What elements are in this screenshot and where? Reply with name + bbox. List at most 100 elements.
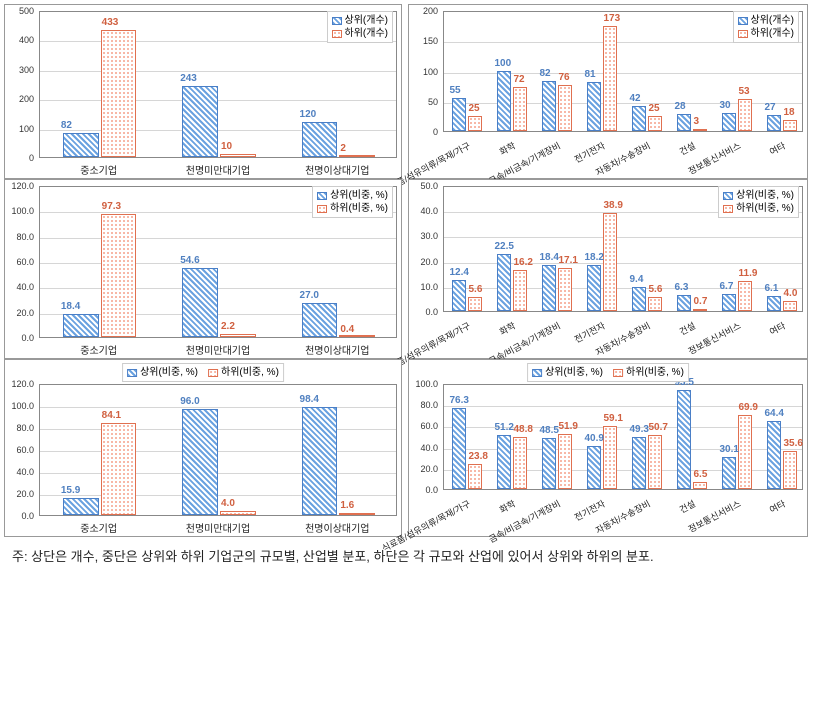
bar-upper <box>302 303 338 337</box>
bar-upper <box>632 287 646 311</box>
bar-upper <box>767 115 781 131</box>
legend: 상위(개수)하위(개수) <box>733 11 799 43</box>
bar-lower <box>220 511 256 515</box>
bar-upper <box>63 133 99 157</box>
legend: 상위(비중, %)하위(비중, %) <box>527 363 689 382</box>
bar-lower <box>783 301 797 311</box>
value-label-lower: 50.7 <box>649 422 668 433</box>
y-axis-label: 50.0 <box>420 181 438 191</box>
bar-lower <box>648 116 662 131</box>
bar-upper <box>677 114 691 131</box>
bar-upper <box>452 280 466 311</box>
legend-upper-label: 상위(비중, %) <box>140 366 198 379</box>
value-label-upper: 18.4 <box>61 301 80 312</box>
value-label-upper: 30 <box>720 100 731 111</box>
x-axis-label: 천명미만대기업 <box>158 342 277 357</box>
y-axis-label: 0.0 <box>21 333 34 343</box>
y-axis-label: 300 <box>19 65 34 75</box>
bar-upper <box>722 294 736 311</box>
y-axis-label: 60.0 <box>420 421 438 431</box>
bar-lower <box>693 129 707 131</box>
value-label-lower: 18 <box>784 107 795 118</box>
value-label-lower: 84.1 <box>102 410 121 421</box>
x-axis-label: 중소기업 <box>39 520 158 535</box>
value-label-upper: 76.3 <box>450 395 469 406</box>
legend-lower-label: 하위(비중, %) <box>626 366 684 379</box>
bar-upper <box>767 296 781 311</box>
y-axis-label: 80.0 <box>420 400 438 410</box>
legend-upper-label: 상위(비중, %) <box>736 189 794 202</box>
bar-lower <box>558 268 572 311</box>
y-axis-label: 120.0 <box>11 379 34 389</box>
y-axis-label: 0.0 <box>425 307 438 317</box>
bar-upper <box>767 421 781 489</box>
y-axis-label: 500 <box>19 6 34 16</box>
y-axis-label: 100.0 <box>415 379 438 389</box>
bar-lower <box>783 120 797 131</box>
chart-top-left: 824332431012020100200300400500중소기업천명미만대기… <box>4 4 402 179</box>
bar-lower <box>468 116 482 131</box>
legend-lower-label: 하위(비중, %) <box>736 202 794 215</box>
x-axis-label: 천명미만대기업 <box>158 162 277 177</box>
value-label-upper: 82 <box>61 120 72 131</box>
x-axis-label: 건설 <box>677 319 698 338</box>
bar-upper <box>452 408 466 489</box>
bar-lower <box>558 434 572 489</box>
value-label-upper: 15.9 <box>61 485 80 496</box>
bar-upper <box>677 295 691 311</box>
value-label-upper: 28 <box>675 101 686 112</box>
value-label-upper: 51.2 <box>495 422 514 433</box>
value-label-upper: 22.5 <box>495 241 514 252</box>
y-axis-label: 200 <box>19 94 34 104</box>
y-axis-label: 0.0 <box>425 485 438 495</box>
x-axis-label: 화학 <box>497 497 518 516</box>
value-label-lower: 6.5 <box>694 469 708 480</box>
bar-lower <box>603 26 617 131</box>
y-axis-label: 40.0 <box>420 443 438 453</box>
value-label-upper: 82 <box>540 68 551 79</box>
y-axis-label: 40.0 <box>16 467 34 477</box>
value-label-lower: 48.8 <box>514 424 533 435</box>
value-label-lower: 25 <box>469 103 480 114</box>
bar-upper <box>587 265 601 311</box>
value-label-upper: 9.4 <box>630 274 644 285</box>
bar-upper <box>452 98 466 131</box>
legend-upper-label: 상위(개수) <box>751 14 794 27</box>
value-label-upper: 96.0 <box>180 396 199 407</box>
value-label-lower: 173 <box>604 13 621 24</box>
bar-upper <box>632 437 646 489</box>
chart-top-right: 5525100728276811734225283305327180501001… <box>408 4 808 179</box>
bar-upper <box>587 82 601 131</box>
x-axis-label: 여타 <box>767 319 788 338</box>
legend-lower-label: 하위(비중, %) <box>330 202 388 215</box>
value-label-upper: 48.5 <box>540 425 559 436</box>
y-axis-label: 20.0 <box>420 464 438 474</box>
value-label-lower: 35.6 <box>784 438 803 449</box>
bar-lower <box>220 154 256 157</box>
bar-lower <box>783 451 797 489</box>
legend-lower-label: 하위(비중, %) <box>221 366 279 379</box>
value-label-lower: 0.7 <box>694 296 708 307</box>
bar-lower <box>101 423 137 516</box>
y-axis-label: 400 <box>19 35 34 45</box>
bar-lower <box>648 435 662 489</box>
bar-lower <box>738 99 752 131</box>
bar-lower <box>513 87 527 131</box>
value-label-upper: 6.7 <box>720 281 734 292</box>
y-axis-label: 30.0 <box>420 231 438 241</box>
bar-upper <box>722 113 736 131</box>
bar-lower <box>738 281 752 311</box>
y-axis-label: 200 <box>423 6 438 16</box>
x-axis-label: 천명이상대기업 <box>278 520 397 535</box>
value-label-upper: 12.4 <box>450 267 469 278</box>
y-axis-label: 100 <box>423 67 438 77</box>
value-label-upper: 49.3 <box>630 424 649 435</box>
y-axis-label: 0 <box>29 153 34 163</box>
value-label-upper: 40.9 <box>585 433 604 444</box>
value-label-upper: 30.1 <box>720 444 739 455</box>
y-axis-label: 100 <box>19 124 34 134</box>
bar-lower <box>513 437 527 489</box>
y-axis-label: 100.0 <box>11 206 34 216</box>
bar-upper <box>497 254 511 311</box>
bar-upper <box>542 265 556 311</box>
